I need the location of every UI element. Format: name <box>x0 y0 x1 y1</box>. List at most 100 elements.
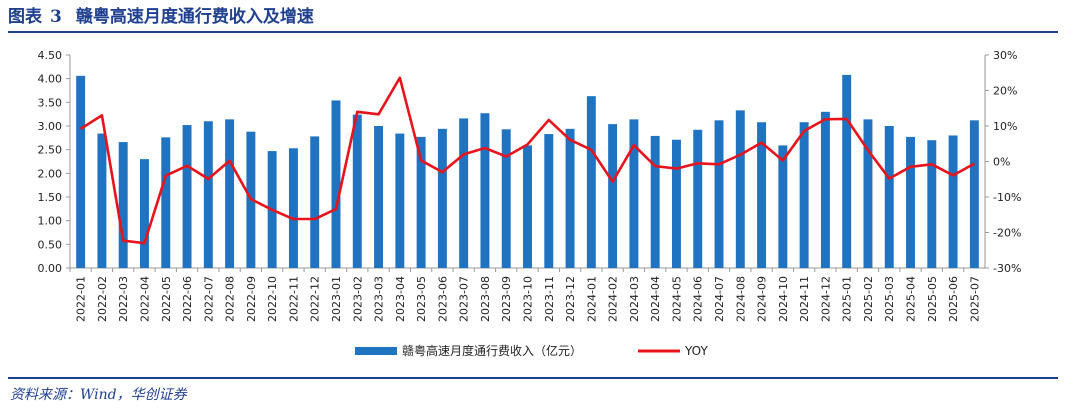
x-tick-label-2025-06: 2025-06 <box>947 276 960 322</box>
x-tick-label-2023-02: 2023-02 <box>351 276 364 322</box>
bar-2025-03 <box>884 126 894 268</box>
bar-2025-04 <box>906 136 915 268</box>
bar-2023-06 <box>437 128 447 268</box>
bar-2024-12 <box>820 111 830 268</box>
bar-2023-04 <box>395 133 405 268</box>
bar-2023-08 <box>480 113 490 268</box>
bar-2024-05 <box>671 139 681 268</box>
x-tick-label-2024-04: 2024-04 <box>649 276 662 322</box>
x-tick-label-2025-03: 2025-03 <box>883 276 896 322</box>
left-tick-label: 2.00 <box>38 167 63 180</box>
bar-2024-06 <box>693 129 703 268</box>
bar-2024-10 <box>778 145 788 268</box>
x-tick-label-2025-04: 2025-04 <box>905 276 918 322</box>
legend-line-label: YOY <box>684 344 708 358</box>
x-tick-label-2024-02: 2024-02 <box>607 276 620 322</box>
bar-2022-06 <box>182 125 192 268</box>
bar-2024-07 <box>714 120 724 268</box>
x-tick-label-2022-10: 2022-10 <box>266 276 279 322</box>
x-tick-label-2024-08: 2024-08 <box>734 276 747 322</box>
left-tick-label: 4.00 <box>38 73 63 86</box>
bar-2025-02 <box>863 119 873 269</box>
x-tick-label-2023-01: 2023-01 <box>330 276 343 322</box>
x-tick-label-2023-10: 2023-10 <box>522 276 535 322</box>
x-tick-label-2024-05: 2024-05 <box>670 276 683 322</box>
left-tick-label: 2.50 <box>38 144 63 157</box>
x-tick-label-2022-05: 2022-05 <box>160 276 173 322</box>
bar-2022-02 <box>97 133 107 268</box>
right-tick-label: -30% <box>993 262 1021 275</box>
x-tick-label-2022-04: 2022-04 <box>138 276 151 322</box>
x-tick-label-2023-06: 2023-06 <box>436 276 449 322</box>
x-tick-label-2022-01: 2022-01 <box>75 276 88 322</box>
bar-2025-07 <box>969 120 979 268</box>
x-axis-labels: 2022-01 2022-02 2022-03 2022-04 2022-05 2022-… <box>69 268 981 322</box>
bar-2022-12 <box>310 136 320 268</box>
bar-2023-02 <box>352 114 362 268</box>
x-tick-label-2022-02: 2022-02 <box>96 276 109 322</box>
bar-2022-05 <box>161 137 171 268</box>
bar-2023-01 <box>331 100 341 268</box>
legend-bar-swatch <box>355 347 397 355</box>
legend-bar-label: 赣粤高速月度通行费收入（亿元） <box>402 343 582 358</box>
x-tick-label-2022-06: 2022-06 <box>181 276 194 322</box>
source-note: 资料来源：Wind，华创证券 <box>10 387 187 403</box>
line-series <box>79 76 975 245</box>
bar-2022-04 <box>140 159 149 268</box>
x-tick-label-2024-12: 2024-12 <box>819 276 832 322</box>
top-rule <box>8 31 1058 33</box>
bar-2024-02 <box>608 124 618 268</box>
bar-2022-08 <box>225 119 235 269</box>
figure-number: 3 <box>50 7 62 27</box>
right-tick-label: 20% <box>993 85 1017 98</box>
right-tick-label: 10% <box>993 120 1017 133</box>
x-tick-label-2022-08: 2022-08 <box>224 276 237 322</box>
bar-2022-11 <box>288 148 298 268</box>
x-tick-label-2025-07: 2025-07 <box>968 276 981 322</box>
bar-series <box>76 74 979 269</box>
x-tick-label-2023-05: 2023-05 <box>415 276 428 322</box>
bar-2024-11 <box>799 122 809 269</box>
yoy-line <box>79 76 975 245</box>
figure-title: 图表 3 赣粤高速月度通行费收入及增速 <box>8 2 314 27</box>
x-tick-label-2024-11: 2024-11 <box>798 276 811 322</box>
bar-2022-01 <box>76 75 86 268</box>
x-tick-label-2023-03: 2023-03 <box>373 276 386 322</box>
right-tick-label: -10% <box>993 191 1021 204</box>
figure-prefix: 图表 <box>8 7 42 27</box>
x-tick-label-2023-07: 2023-07 <box>458 276 471 322</box>
x-tick-label-2024-01: 2024-01 <box>585 276 598 322</box>
left-tick-label: 3.00 <box>38 120 63 133</box>
bar-2024-04 <box>650 135 660 268</box>
bar-2025-01 <box>842 74 852 268</box>
bar-2025-06 <box>948 135 958 268</box>
x-tick-label-2023-04: 2023-04 <box>394 276 407 322</box>
left-tick-label: 3.50 <box>38 96 63 109</box>
x-tick-label-2024-07: 2024-07 <box>713 276 726 322</box>
x-tick-label-2022-09: 2022-09 <box>245 276 258 322</box>
bar-2023-05 <box>416 136 426 268</box>
x-tick-label-2023-12: 2023-12 <box>564 276 577 322</box>
left-tick-label: 1.50 <box>38 191 63 204</box>
right-tick-label: 0% <box>993 156 1010 169</box>
x-tick-label-2024-09: 2024-09 <box>756 276 769 322</box>
figure-title-text: 赣粤高速月度通行费收入及增速 <box>75 7 314 27</box>
x-tick-label-2024-03: 2024-03 <box>628 276 641 322</box>
bar-2022-07 <box>203 121 213 269</box>
bar-2024-09 <box>757 122 767 269</box>
left-tick-label: 0.00 <box>38 262 63 275</box>
bar-2023-07 <box>459 118 469 269</box>
bottom-rule <box>8 377 1058 379</box>
x-tick-label-2023-09: 2023-09 <box>500 276 513 322</box>
right-tick-label: 30% <box>993 49 1017 62</box>
axes-group: 0.00 0.50 1.00 1.50 2.00 2.50 3.00 3.50 4.00 4.50… <box>38 49 1022 275</box>
left-tick-label: 1.00 <box>38 215 63 228</box>
x-tick-label-2024-10: 2024-10 <box>777 276 790 322</box>
bar-2023-11 <box>544 134 554 268</box>
bar-2023-10 <box>523 145 532 268</box>
x-tick-label-2023-08: 2023-08 <box>479 276 492 322</box>
x-tick-label-2022-11: 2022-11 <box>287 276 300 322</box>
bar-2023-12 <box>565 128 575 268</box>
bar-2022-03 <box>118 142 128 268</box>
